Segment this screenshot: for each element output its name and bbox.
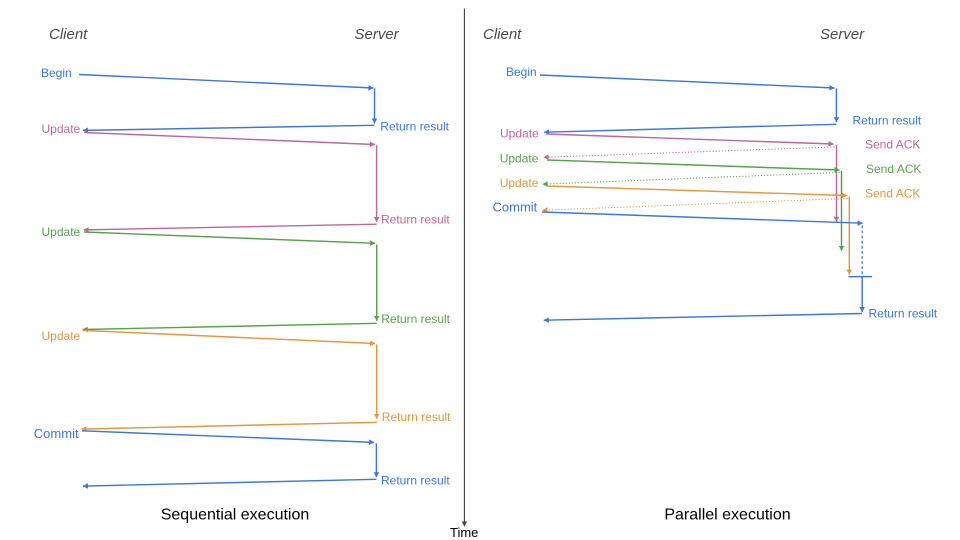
- svg-text:Parallel execution: Parallel execution: [664, 507, 790, 524]
- svg-text:Sequential execution: Sequential execution: [161, 507, 310, 524]
- svg-text:Commit: Commit: [493, 199, 538, 214]
- svg-text:Send ACK: Send ACK: [866, 162, 921, 176]
- svg-text:Update: Update: [42, 225, 81, 239]
- svg-text:Return result: Return result: [381, 213, 450, 227]
- svg-text:Update: Update: [42, 329, 81, 343]
- svg-text:Update: Update: [500, 176, 539, 190]
- svg-text:Commit: Commit: [34, 426, 79, 441]
- svg-text:Begin: Begin: [41, 66, 72, 80]
- svg-text:Return result: Return result: [382, 410, 451, 424]
- svg-text:Return result: Return result: [380, 119, 449, 133]
- svg-text:Client: Client: [483, 26, 522, 43]
- svg-text:Time: Time: [450, 525, 478, 540]
- svg-text:Return result: Return result: [869, 307, 938, 321]
- svg-text:Send ACK: Send ACK: [865, 187, 920, 201]
- svg-text:Client: Client: [49, 26, 88, 43]
- svg-text:Return result: Return result: [853, 114, 922, 128]
- svg-text:Update: Update: [500, 151, 539, 165]
- svg-text:Server: Server: [820, 26, 865, 43]
- svg-text:Send ACK: Send ACK: [865, 138, 920, 152]
- svg-text:Update: Update: [500, 127, 539, 141]
- svg-text:Return result: Return result: [381, 474, 450, 488]
- svg-text:Return result: Return result: [381, 312, 450, 326]
- svg-text:Begin: Begin: [506, 65, 537, 79]
- svg-text:Update: Update: [42, 122, 81, 136]
- svg-text:Server: Server: [355, 26, 400, 43]
